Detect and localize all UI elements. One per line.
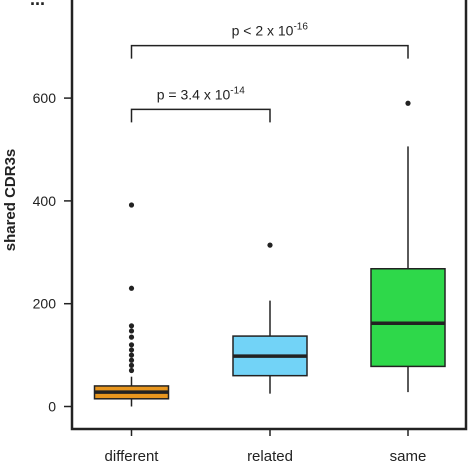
outlier-point <box>128 352 135 358</box>
outlier-point <box>128 347 135 353</box>
y-tick-label: 600 <box>33 90 57 106</box>
x-tick-label: different <box>105 448 160 465</box>
bracket-line <box>130 108 271 123</box>
significance-bracket: p = 3.4 x 10-14 <box>130 85 271 123</box>
p-value-base: p < 2 x 10 <box>232 23 294 39</box>
p-value-label: p < 2 x 10-16 <box>232 22 309 39</box>
significance-annotations: p = 3.4 x 10-14 p < 2 x 10-16 <box>130 22 409 123</box>
outlier-point <box>128 285 135 291</box>
outlier-point <box>128 342 135 348</box>
outlier-point <box>128 334 135 340</box>
x-tick-label: same <box>390 448 427 465</box>
p-value-exponent: -16 <box>293 22 308 33</box>
outlier-point <box>405 100 411 106</box>
outlier-point <box>128 202 135 208</box>
plot-frame <box>70 0 468 431</box>
outlier-point <box>267 242 273 248</box>
x-tick-label: related <box>247 448 293 465</box>
y-tick-label: 200 <box>33 296 57 312</box>
iqr-box <box>370 267 446 368</box>
significance-bracket: p < 2 x 10-16 <box>130 22 409 59</box>
box-related <box>232 242 308 394</box>
p-value-exponent: -14 <box>230 85 245 96</box>
panel-label: ... <box>30 0 45 9</box>
outlier-point <box>128 362 135 368</box>
p-value-label: p = 3.4 x 10-14 <box>157 85 245 102</box>
outlier-point <box>128 357 135 363</box>
boxes <box>93 100 446 407</box>
outlier-point <box>128 367 135 374</box>
y-tick-label: 400 <box>33 193 57 209</box>
y-axis-label: shared CDR3s <box>2 149 19 252</box>
box-same <box>370 100 446 393</box>
y-tick-label: 0 <box>48 399 56 415</box>
y-axis: 0 200 400 600 <box>33 90 72 415</box>
bracket-line <box>130 44 409 59</box>
p-value-base: p = 3.4 x 10 <box>157 86 231 102</box>
outlier-point <box>128 323 135 329</box>
x-axis: different related same <box>105 429 427 465</box>
outlier-point <box>128 328 135 334</box>
box-different <box>93 202 170 407</box>
